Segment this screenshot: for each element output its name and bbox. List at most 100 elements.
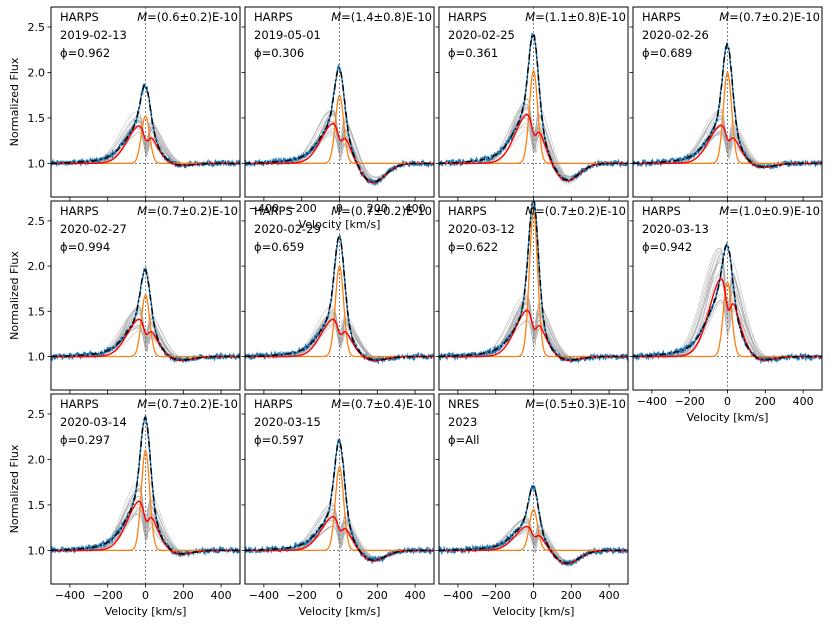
- x-tick-label: 400: [211, 589, 232, 602]
- x-axis-label: Velocity [km/s]: [493, 605, 575, 618]
- plot-area: [245, 201, 434, 390]
- mass-label: M=(0.7±0.2)E-10: [525, 204, 626, 218]
- mass-label: M=(1.1±0.8)E-10: [525, 10, 626, 24]
- y-tick-label: 2.0: [28, 453, 46, 466]
- instrument-label: HARPS: [642, 204, 681, 218]
- mass-label: M=(0.7±0.2)E-10: [719, 10, 820, 24]
- date-label: 2020-03-12: [448, 222, 515, 236]
- phase-label: ϕ=0.942: [642, 240, 692, 254]
- phase-label: ϕ=0.962: [60, 46, 110, 60]
- panel-2020-02-27: 1.0 1.5 2.0 2.5 HARPS 2020-02-27 ϕ=0.994 M=(0.7…: [28, 200, 241, 394]
- mass-label: M=(0.7±0.2)E-10: [137, 397, 238, 411]
- panel-2020-03-13: −400 −200 0 200 400 Velocity [km/s] HARPS 2020-…: [629, 200, 823, 424]
- instrument-label: HARPS: [448, 204, 487, 218]
- mass-symbol: M: [137, 10, 147, 24]
- mass-value: =(0.7±0.2)E-10: [147, 397, 238, 411]
- x-tick-label: 200: [561, 589, 582, 602]
- mass-symbol: M: [719, 10, 729, 24]
- x-tick-label: 400: [405, 589, 426, 602]
- phase-label: ϕ=All: [448, 433, 479, 447]
- date-label: 2023: [448, 415, 477, 429]
- y-tick-label: 1.5: [28, 305, 46, 318]
- instrument-label: HARPS: [254, 10, 293, 24]
- mass-label: M=(1.0±0.9)E-10: [719, 204, 820, 218]
- mass-symbol: M: [137, 204, 147, 218]
- broad-component: [51, 318, 240, 362]
- model-fit: [245, 67, 434, 183]
- mass-value: =(1.0±0.9)E-10: [729, 204, 820, 218]
- x-tick-label: −200: [675, 395, 705, 408]
- mass-value: =(0.7±0.2)E-10: [341, 204, 432, 218]
- plot-area: [245, 7, 434, 197]
- plot-area: [51, 394, 240, 584]
- broad-component: [439, 113, 628, 182]
- date-label: 2020-02-27: [60, 222, 127, 236]
- instrument-label: HARPS: [60, 204, 99, 218]
- y-tick-label: 2.5: [28, 408, 46, 421]
- plot-area: [439, 201, 628, 390]
- x-tick-label: −400: [249, 589, 279, 602]
- mass-label: M=(0.7±0.4)E-10: [331, 397, 432, 411]
- x-tick-label: 0: [142, 589, 149, 602]
- x-axis-label: Velocity [km/s]: [299, 605, 381, 618]
- model-fit: [51, 269, 240, 361]
- mass-value: =(0.7±0.2)E-10: [535, 204, 626, 218]
- x-tick-label: 200: [367, 589, 388, 602]
- x-tick-label: 200: [173, 589, 194, 602]
- x-tick-label: −200: [287, 589, 317, 602]
- x-tick-label: 400: [405, 202, 426, 215]
- instrument-label: NRES: [448, 397, 479, 411]
- model-fit: [439, 33, 628, 181]
- plot-area: [51, 201, 240, 390]
- mass-value: =(0.5±0.3)E-10: [535, 397, 626, 411]
- broad-component: [245, 318, 434, 362]
- panel-2020-02-26: HARPS 2020-02-26 ϕ=0.689 M=(0.7±0.2)E-10: [629, 6, 823, 201]
- model-fit: [245, 440, 434, 561]
- plot-area: [439, 394, 628, 584]
- y-tick-label: 2.0: [28, 260, 46, 273]
- x-tick-label: 200: [755, 395, 776, 408]
- date-label: 2020-03-14: [60, 415, 127, 429]
- mass-label: M=(1.4±0.8)E-10: [331, 10, 432, 24]
- mass-value: =(0.7±0.4)E-10: [341, 397, 432, 411]
- phase-label: ϕ=0.994: [60, 240, 110, 254]
- x-tick-label: 0: [336, 589, 343, 602]
- y-tick-label: 1.0: [28, 351, 46, 364]
- model-sample-line: [439, 517, 628, 565]
- mass-value: =(1.4±0.8)E-10: [341, 10, 432, 24]
- phase-label: ϕ=0.622: [448, 240, 498, 254]
- instrument-label: HARPS: [60, 397, 99, 411]
- x-tick-label: 0: [336, 202, 343, 215]
- model-fit: [633, 243, 822, 361]
- mass-value: =(1.1±0.8)E-10: [535, 10, 626, 24]
- x-axis-label: Velocity [km/s]: [687, 411, 769, 424]
- model-samples: [245, 503, 434, 563]
- date-label: 2020-02-26: [642, 28, 709, 42]
- y-tick-label: 2.5: [28, 21, 46, 34]
- model-fit: [633, 43, 822, 168]
- observed-spectrum: [51, 415, 240, 558]
- broad-component: [633, 277, 822, 361]
- mass-symbol: M: [331, 204, 341, 218]
- date-label: 2019-02-13: [60, 28, 127, 42]
- panel-2019-05-01: −400 −200 0 200 400 Velocity [km/s] HARPS 2019-…: [241, 6, 435, 231]
- instrument-label: HARPS: [448, 10, 487, 24]
- y-axis-label: Normalized Flux: [8, 251, 21, 340]
- observed-spectrum: [51, 83, 240, 169]
- x-tick-label: 0: [724, 395, 731, 408]
- y-axis-label: Normalized Flux: [8, 57, 21, 146]
- plot-area: [51, 7, 240, 197]
- mass-value: =(0.7±0.2)E-10: [147, 204, 238, 218]
- date-label: 2019-05-01: [254, 28, 321, 42]
- x-axis-label: Velocity [km/s]: [105, 605, 187, 618]
- mass-label: M=(0.7±0.2)E-10: [331, 204, 432, 218]
- x-tick-label: −400: [443, 589, 473, 602]
- panel-2020-03-14: 1.0 1.5 2.0 2.5 −400 −200 0 200 400 Velocity [km/…: [28, 393, 241, 618]
- instrument-label: HARPS: [60, 10, 99, 24]
- mass-symbol: M: [525, 397, 535, 411]
- y-tick-label: 1.5: [28, 112, 46, 125]
- phase-label: ϕ=0.297: [60, 433, 110, 447]
- x-tick-label: −200: [93, 589, 123, 602]
- x-tick-label: −200: [287, 202, 317, 215]
